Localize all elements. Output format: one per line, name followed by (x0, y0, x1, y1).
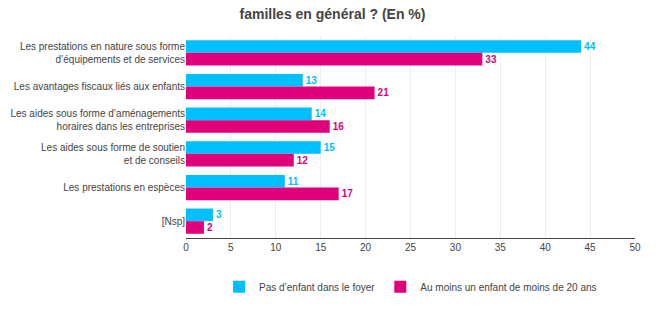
svg-text:[Nsp]: [Nsp] (162, 216, 186, 227)
svg-text:Les aides sous forme de soutie: Les aides sous forme de soutienet de con… (41, 142, 185, 166)
svg-text:14: 14 (315, 108, 327, 119)
svg-text:Les aides sous forme d’aménage: Les aides sous forme d’aménagementshorai… (10, 108, 185, 132)
svg-text:50: 50 (629, 242, 641, 253)
svg-text:2: 2 (207, 222, 213, 233)
svg-text:17: 17 (342, 188, 354, 199)
svg-text:Les avantages fiscaux liés aux: Les avantages fiscaux liés aux enfants (14, 81, 185, 92)
svg-text:44: 44 (584, 41, 596, 52)
svg-text:16: 16 (333, 121, 345, 132)
svg-text:familles en général ? (En %): familles en général ? (En %) (240, 6, 426, 22)
svg-text:33: 33 (485, 54, 497, 65)
svg-text:30: 30 (450, 242, 462, 253)
svg-text:40: 40 (540, 242, 552, 253)
svg-text:Les prestations en nature sous: Les prestations en nature sous formed’éq… (20, 41, 186, 65)
svg-text:11: 11 (288, 176, 299, 187)
svg-text:5: 5 (228, 242, 234, 253)
svg-text:Pas d’enfant dans le foyer: Pas d’enfant dans le foyer (259, 282, 375, 293)
svg-text:35: 35 (495, 242, 507, 253)
svg-text:10: 10 (270, 242, 282, 253)
svg-text:3: 3 (216, 209, 222, 220)
svg-text:0: 0 (183, 242, 189, 253)
svg-text:25: 25 (405, 242, 417, 253)
svg-text:13: 13 (306, 75, 318, 86)
svg-text:Les prestations en espèces: Les prestations en espèces (63, 182, 185, 193)
svg-text:20: 20 (360, 242, 372, 253)
svg-text:Au moins un enfant de moins de: Au moins un enfant de moins de 20 ans (420, 282, 596, 293)
svg-text:12: 12 (297, 155, 309, 166)
svg-text:45: 45 (585, 242, 597, 253)
svg-text:21: 21 (378, 87, 390, 98)
svg-text:15: 15 (324, 142, 336, 153)
svg-text:15: 15 (315, 242, 327, 253)
